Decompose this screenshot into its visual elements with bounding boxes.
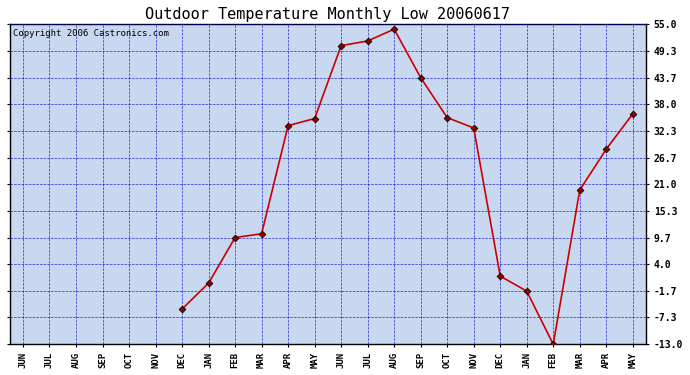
Title: Outdoor Temperature Monthly Low 20060617: Outdoor Temperature Monthly Low 20060617 (146, 7, 511, 22)
Text: Copyright 2006 Castronics.com: Copyright 2006 Castronics.com (13, 29, 169, 38)
